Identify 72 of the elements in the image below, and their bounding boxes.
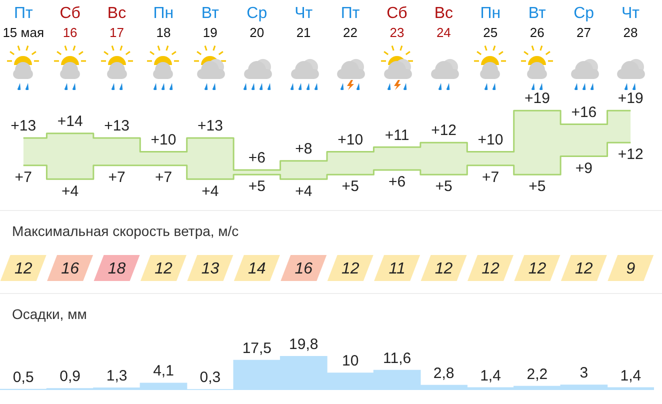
- data-label: +19: [524, 90, 550, 108]
- data-label: +13: [10, 118, 36, 135]
- data-label: +12: [431, 122, 457, 140]
- data-label: +19: [618, 90, 644, 108]
- x-tick-label: Вт 26: [527, 4, 547, 42]
- data-label: +5: [435, 178, 452, 196]
- data-label: 19,8: [289, 336, 318, 353]
- data-label: 1,4: [620, 367, 642, 384]
- data-label: +4: [62, 182, 79, 200]
- data-label: 12: [575, 260, 593, 278]
- data-label: 4,1: [153, 362, 174, 380]
- data-label: 12: [341, 260, 360, 278]
- data-label: +10: [478, 131, 504, 148]
- data-label: 0,5: [12, 368, 34, 386]
- data-label: 12: [434, 260, 453, 278]
- x-tick-label: Сб 23: [386, 4, 408, 42]
- data-label: 17,5: [242, 340, 272, 357]
- data-label: +5: [248, 178, 266, 196]
- x-tick-label: Ср 27: [572, 4, 596, 42]
- x-tick-label: Пн 18: [152, 4, 175, 42]
- data-label: +11: [384, 126, 410, 144]
- data-label: +5: [342, 178, 359, 196]
- data-label: +10: [150, 131, 176, 148]
- data-label: 16: [294, 260, 313, 278]
- data-label: 12: [528, 260, 546, 278]
- data-label: 11,6: [383, 350, 412, 367]
- data-label: 9: [626, 260, 636, 278]
- data-label: 13: [201, 260, 220, 278]
- data-label: 3: [580, 364, 588, 382]
- data-label: +7: [482, 169, 500, 186]
- x-tick-label: Пт 22: [340, 4, 361, 42]
- data-label: +14: [57, 113, 83, 130]
- x-tick-label: Чт 28: [620, 4, 640, 42]
- data-label: +7: [108, 169, 126, 186]
- data-label: +4: [295, 182, 312, 200]
- x-tick-label: Вт 19: [200, 4, 220, 42]
- data-label: 10: [342, 352, 359, 370]
- data-label: 12: [154, 260, 172, 278]
- chart-title: Осадки, мм: [0, 293, 662, 326]
- data-label: 14: [248, 260, 266, 278]
- data-label: +9: [575, 160, 592, 177]
- x-tick-label: Пт 15 мая: [2, 4, 45, 42]
- data-label: +8: [295, 140, 312, 158]
- data-label: +5: [528, 178, 546, 196]
- x-tick-label: Пн 25: [479, 4, 502, 42]
- data-label: 12: [482, 260, 500, 278]
- data-label: 12: [14, 260, 32, 278]
- data-label: 11: [388, 260, 406, 278]
- x-tick-label: Вс 17: [106, 4, 128, 42]
- data-label: +6: [388, 174, 406, 191]
- data-label: +10: [338, 131, 364, 148]
- data-label: +16: [571, 104, 597, 121]
- data-label: +13: [104, 118, 130, 135]
- data-label: +6: [248, 150, 266, 167]
- data-label: 16: [61, 260, 80, 278]
- x-tick-label: Сб 16: [58, 4, 82, 42]
- data-label: +13: [197, 118, 223, 135]
- data-label: 2,2: [526, 366, 548, 383]
- x-tick-label: Чт 21: [294, 4, 314, 42]
- x-tick-label: Ср 20: [246, 4, 268, 42]
- data-label: 1,3: [106, 367, 128, 384]
- x-tick-label: Вс 24: [433, 4, 454, 42]
- data-label: +7: [14, 169, 32, 186]
- text: Максимальная скорость ветра, м/с: [0, 210, 662, 243]
- data-label: +4: [202, 182, 219, 200]
- data-label: 0,3: [200, 369, 221, 386]
- data-label: 0,9: [60, 368, 80, 386]
- data-label: +12: [618, 146, 644, 164]
- data-label: 1,4: [480, 367, 501, 384]
- data-label: 2,8: [433, 364, 454, 382]
- data-label: 18: [108, 260, 126, 278]
- data-label: +7: [154, 169, 172, 186]
